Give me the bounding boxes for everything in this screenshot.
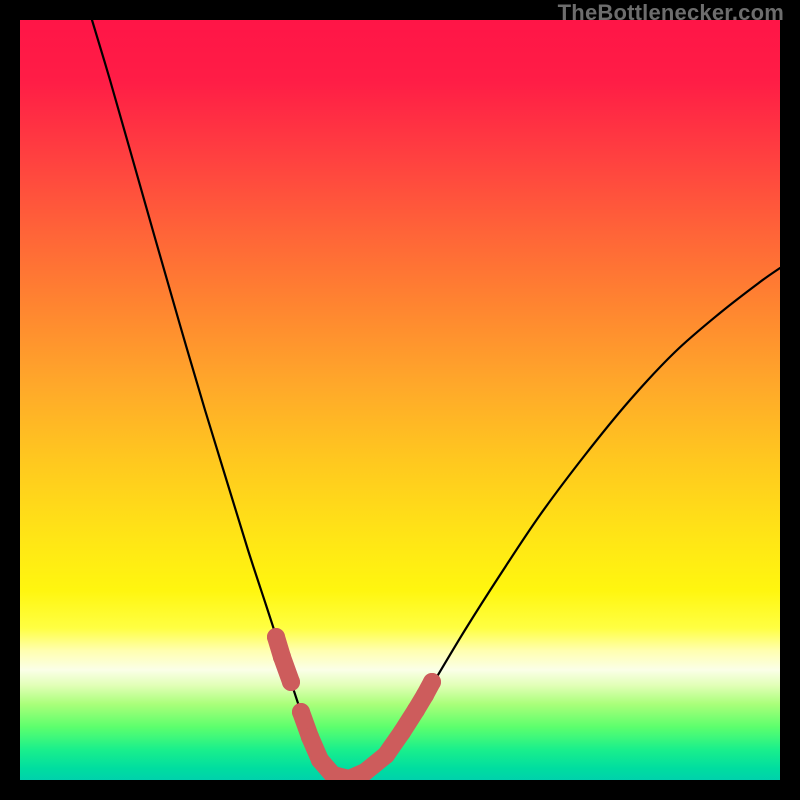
marker-point xyxy=(377,746,395,764)
marker-point xyxy=(301,728,319,746)
chart-plot-area xyxy=(20,20,780,780)
heatmap-gradient-background xyxy=(20,20,780,780)
bottleneck-curve-chart xyxy=(20,20,780,780)
marker-point xyxy=(273,648,291,666)
marker-point xyxy=(267,628,285,646)
marker-point xyxy=(282,673,300,691)
marker-point xyxy=(311,751,329,769)
marker-point xyxy=(423,673,441,691)
marker-point xyxy=(393,723,411,741)
marker-point xyxy=(407,701,425,719)
watermark-label: TheBottlenecker.com xyxy=(558,0,784,25)
watermark-text: TheBottlenecker.com xyxy=(558,0,784,26)
marker-point xyxy=(292,703,310,721)
